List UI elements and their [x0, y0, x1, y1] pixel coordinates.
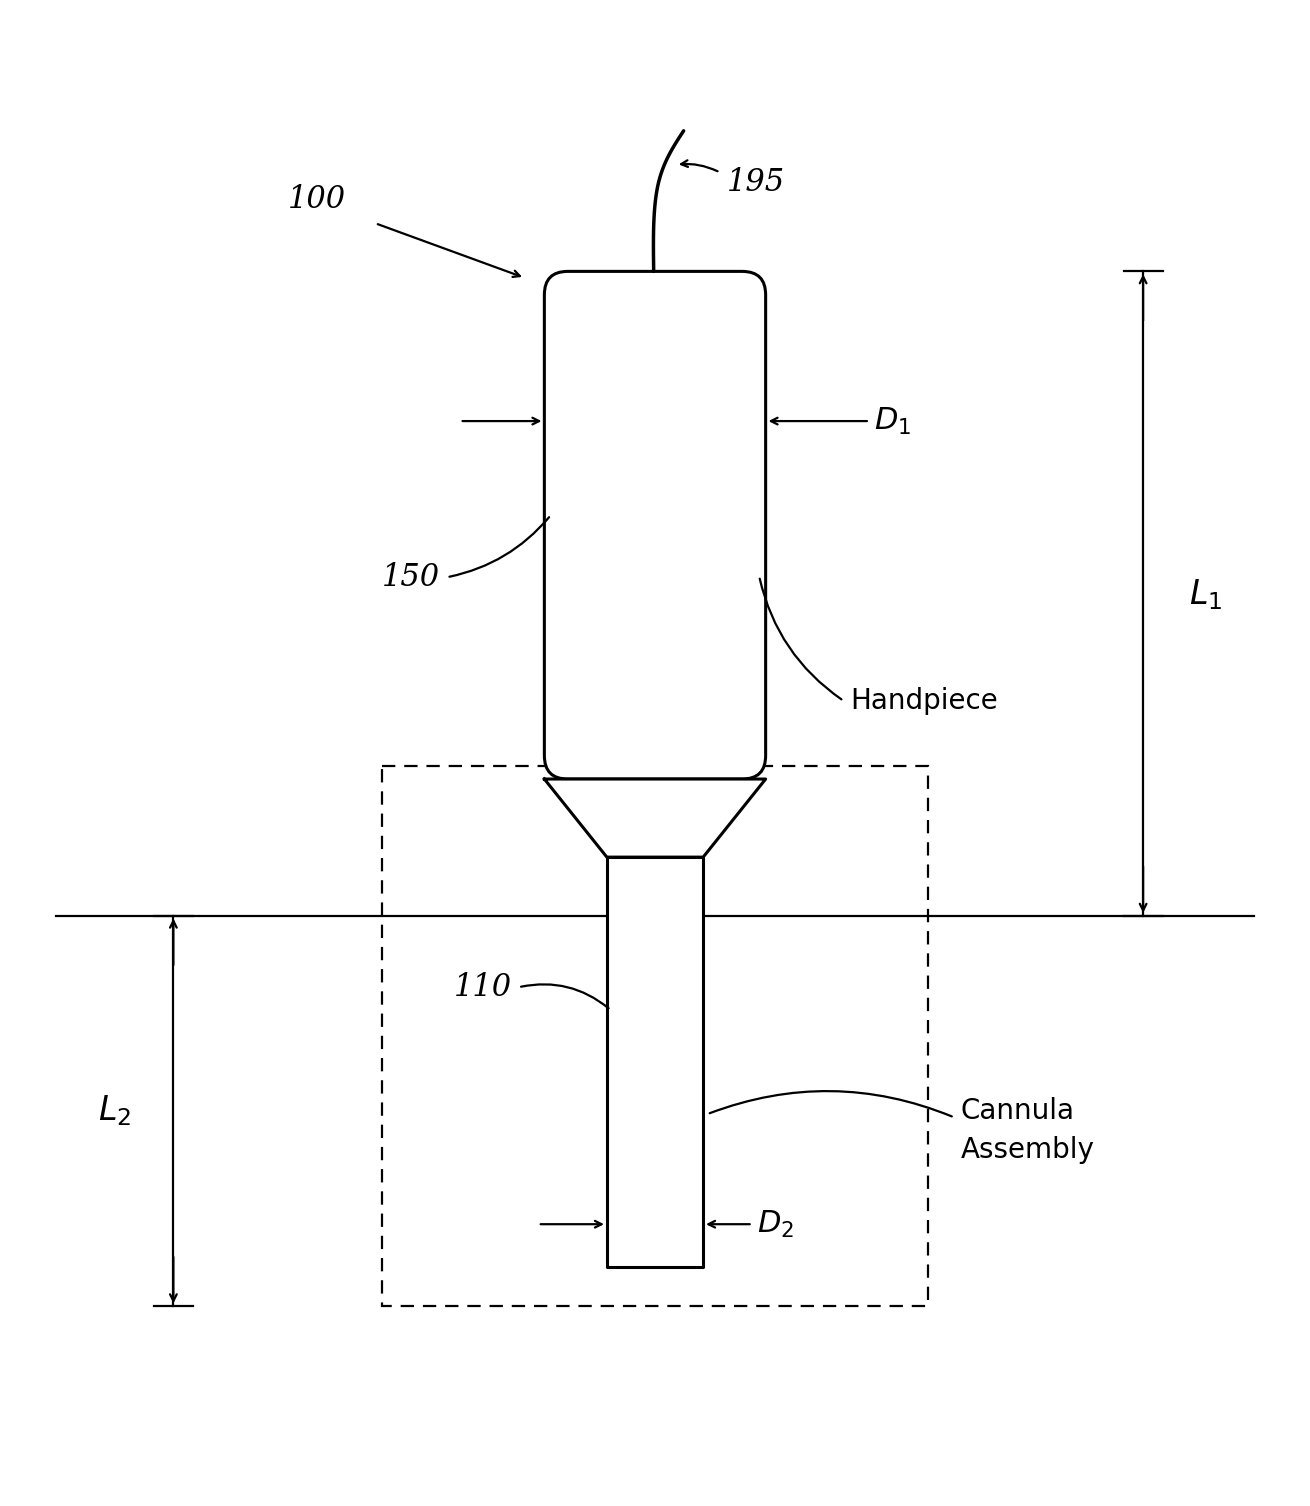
FancyBboxPatch shape: [545, 271, 765, 779]
Text: $L_2$: $L_2$: [98, 1093, 131, 1128]
Text: 195: 195: [727, 167, 785, 199]
Text: $D_2$: $D_2$: [757, 1209, 794, 1239]
Polygon shape: [545, 779, 765, 857]
Text: $D_1$: $D_1$: [874, 405, 910, 437]
Text: 100: 100: [287, 184, 346, 215]
Polygon shape: [607, 857, 703, 1267]
Text: $L_1$: $L_1$: [1188, 577, 1222, 611]
Text: 150: 150: [383, 562, 440, 593]
Text: Handpiece: Handpiece: [850, 687, 998, 715]
Text: Cannula
Assembly: Cannula Assembly: [962, 1096, 1095, 1164]
Text: 110: 110: [453, 971, 512, 1003]
